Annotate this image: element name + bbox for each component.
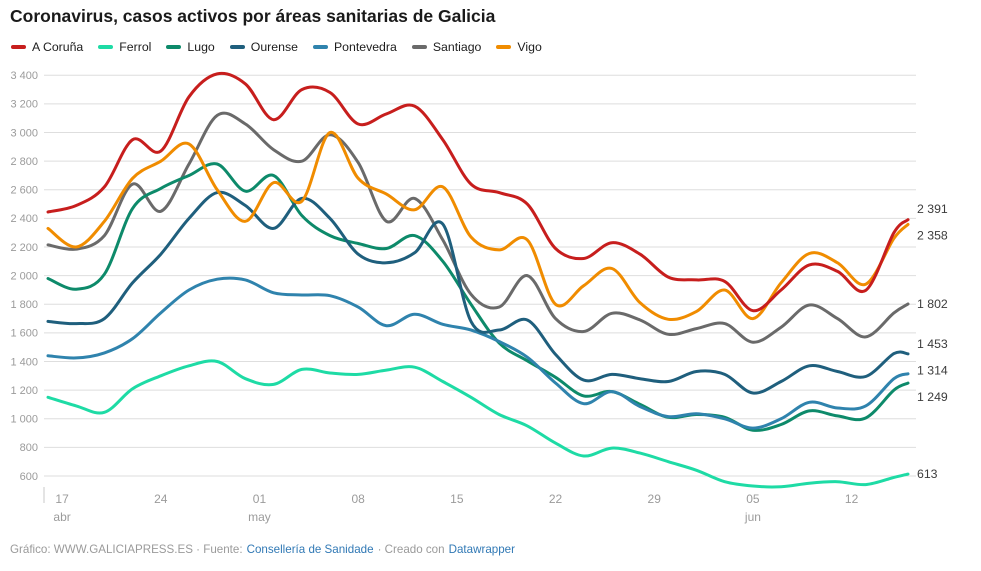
legend-label-ferrol: Ferrol xyxy=(119,40,152,54)
legend-label-lugo: Lugo xyxy=(187,40,215,54)
y-tick-label-1400: 1 400 xyxy=(10,356,38,368)
y-tick-label-600: 600 xyxy=(20,471,38,483)
line-pontevedra[interactable] xyxy=(46,276,910,430)
x-tick-day-24: 24 xyxy=(154,492,168,506)
end-label-a-coruna: 2 391 xyxy=(917,202,948,216)
legend-item-vigo: Vigo xyxy=(496,40,542,54)
y-tick-label-1800: 1 800 xyxy=(10,299,38,311)
y-tick-label-1600: 1 600 xyxy=(10,328,38,340)
y-tick-label-1000: 1 000 xyxy=(10,414,38,426)
y-tick-label-2000: 2 000 xyxy=(10,270,38,282)
footer-credit: Gráfico: WWW.GALICIAPRESS.ES · Fuente: xyxy=(10,543,243,556)
footer: Gráfico: WWW.GALICIAPRESS.ES · Fuente: C… xyxy=(10,543,515,556)
x-tick-day-17: 17 xyxy=(55,492,69,506)
x-tick-day-05: 05 xyxy=(746,492,760,506)
legend-swatch-ourense xyxy=(229,45,245,49)
footer-created-with: · Creado con xyxy=(377,543,445,556)
line-vigo[interactable] xyxy=(46,130,910,322)
end-label-pontevedra: 1 314 xyxy=(917,363,948,377)
end-label-ourense: 1 453 xyxy=(917,337,948,351)
line-ferrol[interactable] xyxy=(46,359,910,489)
x-tick-month-may: may xyxy=(248,510,271,524)
legend-item-a-coruna: A Coruña xyxy=(11,40,83,54)
x-tick-month-abr: abr xyxy=(53,510,70,524)
legend-label-a-coruna: A Coruña xyxy=(32,40,84,54)
legend-label-santiago: Santiago xyxy=(432,40,482,54)
legend-swatch-pontevedra xyxy=(312,45,328,49)
y-tick-label-3200: 3 200 xyxy=(10,99,38,111)
y-tick-label-1200: 1 200 xyxy=(10,385,38,397)
footer-datawrapper-link[interactable]: Datawrapper xyxy=(448,543,515,556)
legend-label-vigo: Vigo xyxy=(517,40,542,54)
x-tick-day-29: 29 xyxy=(648,492,662,506)
x-tick-month-jun: jun xyxy=(744,510,761,524)
legend-label-ourense: Ourense xyxy=(250,40,298,54)
line-lugo[interactable] xyxy=(46,162,910,432)
y-tick-label-2200: 2 200 xyxy=(10,242,38,254)
end-label-ferrol: 613 xyxy=(917,467,938,481)
end-label-lugo: 1 249 xyxy=(917,390,948,404)
y-tick-label-3400: 3 400 xyxy=(10,70,38,82)
legend-swatch-ferrol xyxy=(98,45,114,49)
legend-swatch-vigo xyxy=(496,45,512,49)
line-a-coruna[interactable] xyxy=(46,71,910,313)
legend-item-ourense: Ourense xyxy=(229,40,298,54)
y-tick-label-3000: 3 000 xyxy=(10,127,38,139)
legend-label-pontevedra: Pontevedra xyxy=(333,40,397,54)
footer-source-link[interactable]: Consellería de Sanidade xyxy=(246,543,374,556)
x-tick-day-01: 01 xyxy=(253,492,267,506)
end-label-vigo: 2 358 xyxy=(917,228,948,242)
x-tick-day-08: 08 xyxy=(351,492,365,506)
x-tick-day-22: 22 xyxy=(549,492,563,506)
legend-item-lugo: Lugo xyxy=(166,40,215,54)
x-tick-day-15: 15 xyxy=(450,492,464,506)
legend-swatch-lugo xyxy=(166,45,182,49)
legend-item-pontevedra: Pontevedra xyxy=(312,40,397,54)
y-tick-label-2400: 2 400 xyxy=(10,213,38,225)
y-tick-label-2800: 2 800 xyxy=(10,156,38,168)
legend-item-ferrol: Ferrol xyxy=(98,40,151,54)
legend-swatch-a-coruna xyxy=(11,45,26,49)
end-label-santiago: 1 802 xyxy=(917,297,948,311)
x-tick-day-12: 12 xyxy=(845,492,859,506)
y-tick-label-2600: 2 600 xyxy=(10,185,38,197)
legend-item-santiago: Santiago xyxy=(411,40,482,54)
chart-title: Coronavirus, casos activos por áreas san… xyxy=(10,6,496,26)
legend: A Coruña Ferrol Lugo Ourense Pontevedra Santi… xyxy=(11,40,542,54)
y-tick-label-800: 800 xyxy=(20,442,38,454)
line-santiago[interactable] xyxy=(46,111,910,344)
legend-swatch-santiago xyxy=(411,45,427,49)
line-ourense[interactable] xyxy=(46,190,910,395)
